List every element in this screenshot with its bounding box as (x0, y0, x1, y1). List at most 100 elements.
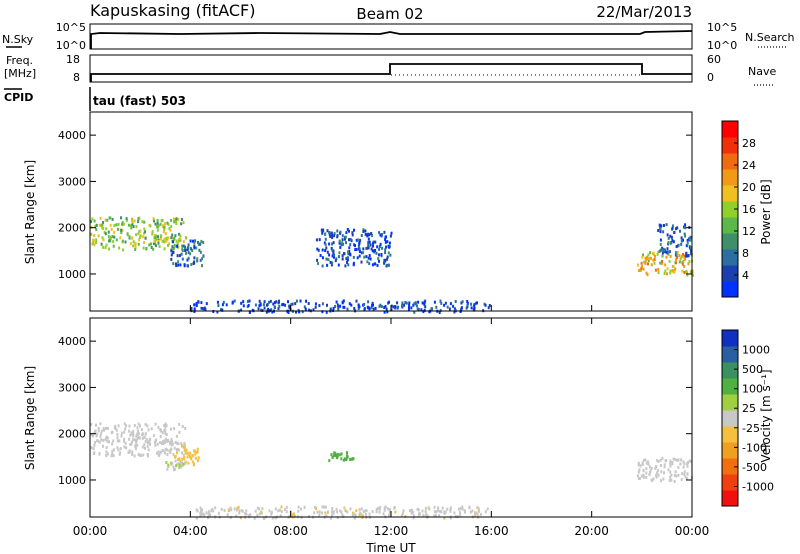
scatter-cell (388, 513, 390, 517)
scatter-cell (367, 237, 370, 241)
scatter-cell (121, 239, 124, 243)
scatter-cell (248, 514, 251, 518)
scatter-cell (101, 236, 104, 240)
scatter-cell (332, 241, 335, 245)
scatter-cell (433, 510, 436, 514)
scatter-cell (377, 257, 380, 261)
scatter-cell (656, 471, 659, 475)
scatter-cell (136, 443, 139, 447)
velocity-panel: 1000 2000 3000 4000 00:00 04:00 08:00 12:00 16:… (23, 305, 709, 554)
scatter-cell (384, 305, 387, 308)
scatter-cell (159, 441, 162, 445)
scatter-cell (190, 263, 193, 266)
colorbar-tick-label: 12 (742, 225, 756, 238)
scatter-cell (196, 447, 199, 451)
scatter-cell (244, 512, 247, 515)
scatter-cell (380, 305, 383, 308)
scatter-cell (165, 239, 168, 243)
scatter-cell (666, 233, 669, 237)
scatter-cell (384, 258, 387, 262)
scatter-cell (431, 307, 433, 311)
scatter-cell (173, 468, 175, 472)
x-tick-label: 00:00 (73, 524, 108, 538)
scatter-cell (166, 448, 169, 452)
scatter-cell (638, 468, 641, 472)
scatter-cell (181, 451, 184, 455)
scatter-cell (470, 306, 473, 310)
scatter-cell (689, 252, 692, 256)
colorbar-segment (722, 201, 738, 218)
scatter-cell (671, 238, 674, 242)
scatter-cell (183, 442, 186, 446)
scatter-cell (389, 253, 392, 257)
scatter-cell (662, 247, 665, 251)
scatter-cell (192, 262, 195, 265)
scatter-cell (266, 303, 268, 307)
scatter-cell (174, 440, 177, 444)
scatter-cell (179, 237, 182, 241)
scatter-cell (105, 435, 108, 439)
scatter-cell (683, 473, 686, 477)
scatter-cell (664, 248, 666, 252)
scatter-cell (267, 307, 270, 311)
y-tick-label: 1000 (58, 268, 86, 281)
scatter-cell (270, 510, 273, 514)
scatter-cell (659, 261, 662, 265)
scatter-cell (360, 260, 363, 264)
colorbar-tick-label: 16 (742, 203, 756, 216)
scatter-cell (175, 239, 178, 243)
scatter-cell (637, 463, 640, 467)
scatter-cell (669, 475, 672, 479)
scatter-cell (110, 431, 113, 435)
scatter-cell (356, 256, 359, 260)
scatter-cell (154, 222, 157, 226)
scatter-cell (102, 238, 105, 242)
colorbar-frame (721, 329, 739, 507)
scatter-cell (662, 477, 665, 481)
scatter-cell (123, 439, 125, 443)
y-tick-label: 3000 (58, 175, 86, 188)
scatter-cell (128, 437, 131, 441)
scatter-cell (100, 438, 103, 442)
scatter-cell (340, 457, 343, 461)
power-panel: 1000 2000 3000 4000 Slant Range [km] (23, 111, 694, 314)
scatter-cell (129, 433, 132, 437)
scatter-cell (328, 253, 331, 257)
scatter-cell (260, 510, 263, 514)
scatter-cell (112, 454, 115, 458)
scatter-cell (659, 464, 662, 467)
scatter-cell (160, 234, 163, 238)
scatter-cell (341, 234, 344, 238)
scatter-cell (119, 447, 122, 451)
scatter-cell (364, 512, 367, 516)
scatter-cell (186, 451, 189, 455)
scatter-cell (471, 509, 474, 513)
scatter-cell (172, 217, 175, 221)
scatter-cell (319, 254, 322, 257)
colorbar-segment (722, 233, 738, 250)
scatter-cell (176, 448, 179, 451)
scatter-cell (157, 241, 160, 245)
scatter-cell (169, 451, 172, 454)
scatter-cell (347, 263, 350, 267)
scatter-cell (163, 424, 166, 427)
scatter-cell (197, 241, 199, 244)
scatter-cell (405, 301, 408, 305)
scatter-cell (194, 452, 197, 456)
scatter-cell (165, 236, 168, 240)
scatter-cell (663, 463, 666, 467)
scatter-cell (228, 509, 231, 513)
scatter-cell (655, 465, 658, 469)
scatter-cell (362, 228, 365, 232)
scatter-cell (175, 220, 178, 223)
scatter-cell (153, 240, 156, 243)
scatter-cell (131, 452, 134, 456)
scatter-cell (434, 514, 437, 518)
scatter-cell (639, 464, 642, 468)
scatter-cell (366, 246, 369, 250)
velocity-scatter-cells (90, 422, 693, 520)
scatter-cell (203, 513, 206, 517)
scatter-cell (170, 427, 172, 431)
scatter-cell (410, 511, 413, 515)
scatter-cell (646, 256, 649, 260)
